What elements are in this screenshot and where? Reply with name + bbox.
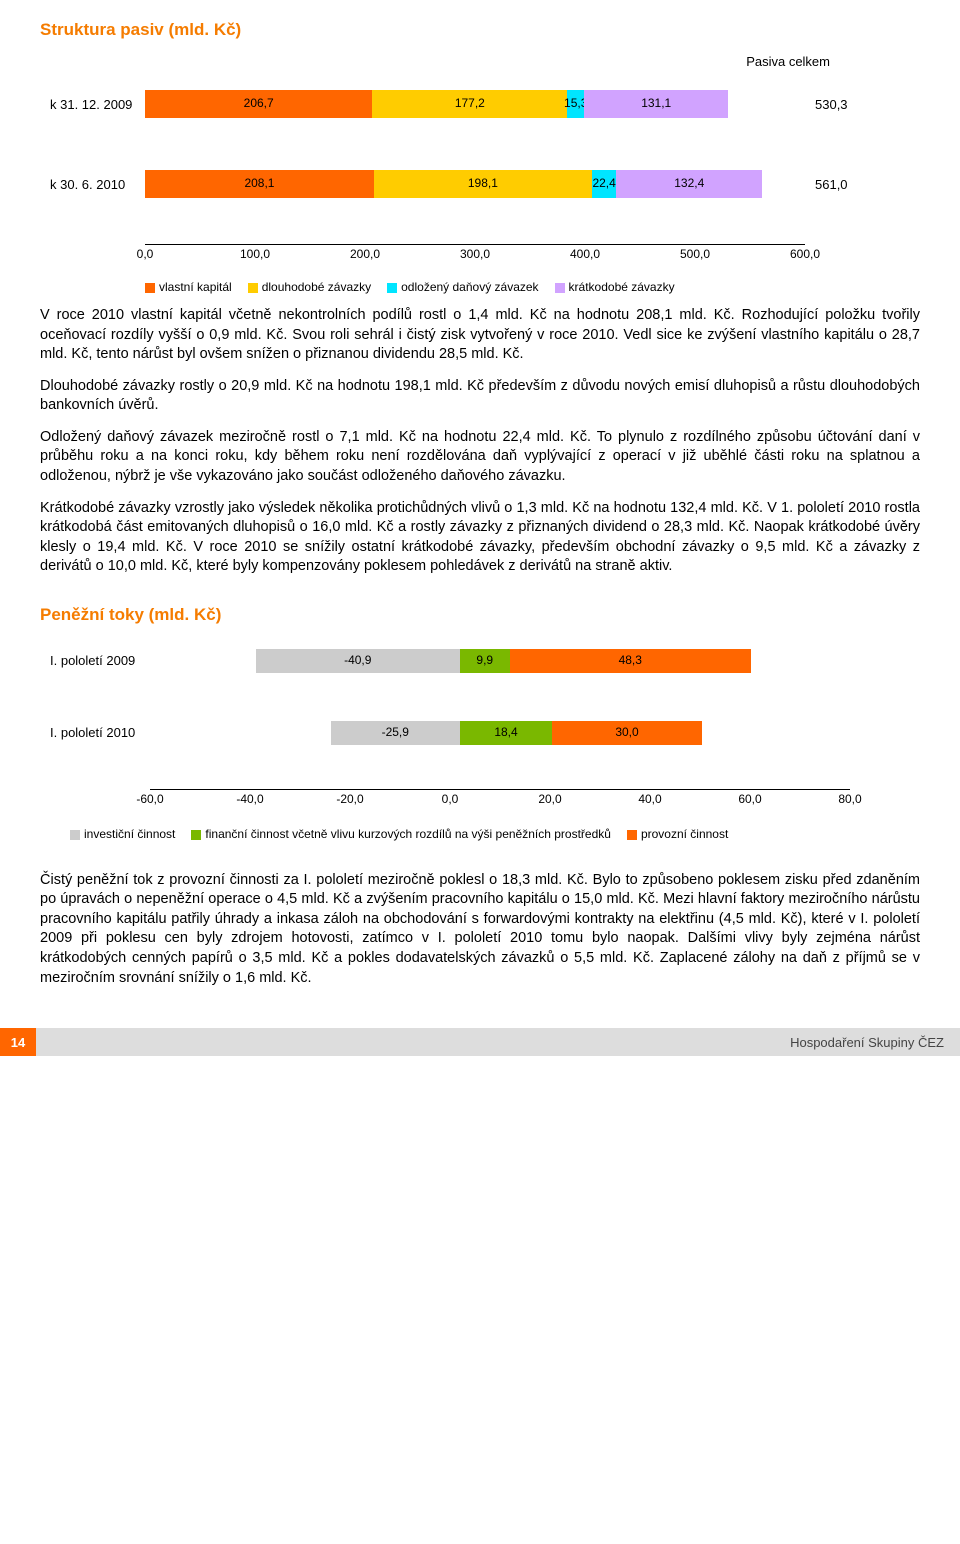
legend-label: vlastní kapitál [159,280,232,294]
chart2-category-label: I. pololetí 2010 [50,725,160,740]
paragraph-4: Krátkodobé závazky vzrostly jako výslede… [40,499,920,577]
chart2-bar-value: 9,9 [476,653,493,667]
chart1-legend: vlastní kapitál dlouhodobé závazky odložen… [145,280,920,294]
paragraph-3: Odložený daňový závazek meziročně rostl … [40,428,920,487]
legend-label: odložený daňový závazek [401,280,538,294]
chart2-x-tick: -60,0 [136,792,163,806]
page-footer: 14 Hospodaření Skupiny ČEZ [0,1028,960,1056]
chart1-legend-item: vlastní kapitál [145,280,232,294]
section1-title: Struktura pasiv (mld. Kč) [40,20,920,40]
chart1-x-tick: 200,0 [350,247,380,261]
chart1-row: k 31. 12. 2009206,7177,215,3131,1530,3 [50,84,850,124]
chart1-bar-value: 22,4 [592,176,615,190]
chart1-x-axis: 0,0100,0200,0300,0400,0500,0600,0 [145,244,805,268]
legend-label: dlouhodobé závazky [262,280,371,294]
footer-section-label: Hospodaření Skupiny ČEZ [36,1028,960,1056]
chart1-legend-item: krátkodobé závazky [555,280,675,294]
chart1-x-tick: 300,0 [460,247,490,261]
chart2-x-tick: 0,0 [442,792,459,806]
chart2-legend-item: provozní činnost [627,827,728,841]
chart1-bars: 208,1 198,1 22,4 132,4 [145,164,805,204]
chart2-x-tick: 40,0 [638,792,661,806]
legend-label: finanční činnost včetně vlivu kurzových … [205,827,611,841]
chart2-legend: investiční činnost finanční činnost včetn… [70,827,920,841]
chart2-category-label: I. pololetí 2009 [50,653,160,668]
chart1-bar-value: 132,4 [674,176,704,190]
chart2: I. pololetí 2009-40,99,948,3I. pololetí … [50,645,890,749]
chart2-track: -25,9 18,4 30,0 [160,717,860,749]
chart1-bar-value: 206,7 [244,96,274,110]
legend-label: investiční činnost [84,827,175,841]
chart1-row: k 30. 6. 2010 208,1 198,1 22,4 132,4 561,0 [50,164,850,204]
page-number: 14 [0,1028,36,1056]
legend-swatch [145,283,155,293]
legend-swatch [627,830,637,840]
paragraph-5: Čistý peněžní tok z provozní činnosti za… [40,871,920,988]
chart1-bars: 206,7177,215,3131,1 [145,84,805,124]
chart2-row: I. pololetí 2010 -25,9 18,4 30,0 [50,717,890,749]
chart1-row-total: 530,3 [815,97,848,112]
chart2-x-tick: 20,0 [538,792,561,806]
chart1-x-tick: 400,0 [570,247,600,261]
legend-label: krátkodobé závazky [569,280,675,294]
chart2-bar-value: -25,9 [382,725,409,739]
chart2-bar-value: 48,3 [619,653,642,667]
chart2-bar-value: 18,4 [494,725,517,739]
chart1-x-tick: 0,0 [137,247,154,261]
chart1-x-tick: 500,0 [680,247,710,261]
legend-swatch [387,283,397,293]
chart2-x-tick: -40,0 [236,792,263,806]
paragraph-1: V roce 2010 vlastní kapitál včetně nekon… [40,306,920,365]
chart1-total-header: Pasiva celkem [746,54,830,69]
chart1-x-tick: 600,0 [790,247,820,261]
chart2-legend-item: investiční činnost [70,827,175,841]
legend-label: provozní činnost [641,827,728,841]
chart1-category-label: k 31. 12. 2009 [50,97,145,112]
chart2-x-tick: -20,0 [336,792,363,806]
chart2-x-axis: -60,0-40,0-20,00,020,040,060,080,0 [150,789,850,813]
chart1-x-tick: 100,0 [240,247,270,261]
chart1-legend-item: dlouhodobé závazky [248,280,371,294]
legend-swatch [70,830,80,840]
chart2-x-tick: 60,0 [738,792,761,806]
paragraph-2: Dlouhodobé závazky rostly o 20,9 mld. Kč… [40,377,920,416]
chart2-bar-value: 30,0 [615,725,638,739]
chart1-bar-value: 208,1 [244,176,274,190]
chart1: Pasiva celkem k 31. 12. 2009206,7177,215… [50,54,920,294]
legend-swatch [248,283,258,293]
chart1-bar-value: 198,1 [468,176,498,190]
legend-swatch [555,283,565,293]
chart1-category-label: k 30. 6. 2010 [50,177,145,192]
chart2-bar-value: -40,9 [344,653,371,667]
section2-title: Peněžní toky (mld. Kč) [40,605,920,625]
chart1-bar-value: 131,1 [641,96,671,110]
chart1-legend-item: odložený daňový závazek [387,280,538,294]
legend-swatch [191,830,201,840]
chart2-track: -40,9 9,9 48,3 [160,645,860,677]
chart1-row-total: 561,0 [815,177,848,192]
chart2-row: I. pololetí 2009 -40,9 9,9 48,3 [50,645,890,677]
chart1-bar-value: 177,2 [455,96,485,110]
chart2-legend-item: finanční činnost včetně vlivu kurzových … [191,827,611,841]
chart2-x-tick: 80,0 [838,792,861,806]
